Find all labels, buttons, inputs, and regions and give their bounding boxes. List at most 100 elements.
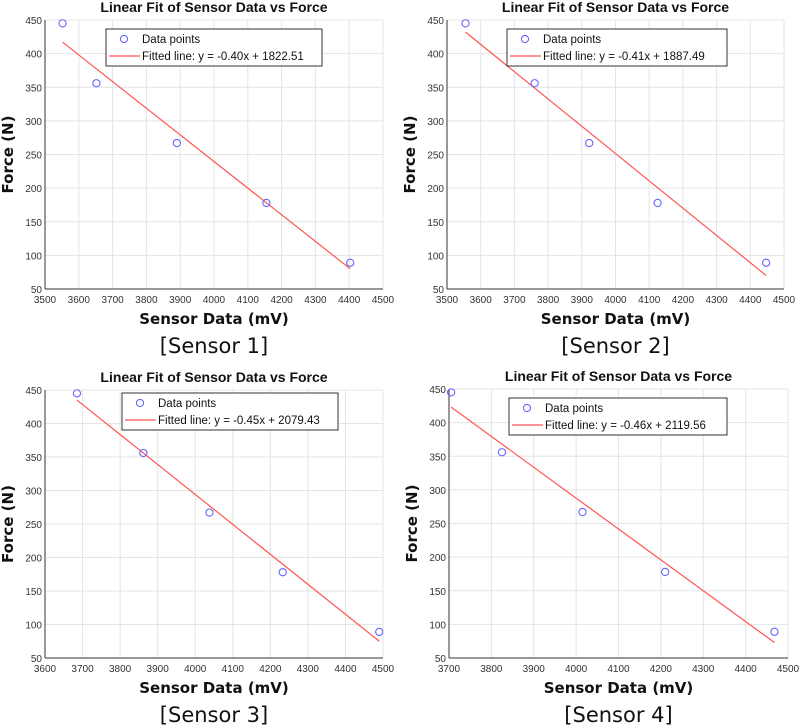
legend-label-fitted-line: Fitted line: y = -0.45x + 2079.43 bbox=[158, 415, 320, 427]
data-point bbox=[346, 258, 355, 267]
x-tick-label: 4200 bbox=[259, 664, 282, 675]
y-tick-label: 450 bbox=[25, 16, 42, 27]
legend-box bbox=[506, 28, 728, 67]
y-tick-label: 50 bbox=[31, 654, 43, 665]
y-tick-label: 100 bbox=[25, 621, 42, 632]
y-tick-label: 300 bbox=[429, 486, 446, 497]
x-tick-label: 4200 bbox=[672, 295, 695, 306]
x-tick-label: 4000 bbox=[184, 664, 207, 675]
legend-label-data-points: Data points bbox=[142, 34, 200, 46]
subplot-4: 3700 3800 3900 4000 4100 4200 4300 4400 4500 50 10… bbox=[403, 368, 800, 726]
y-tick-label: 250 bbox=[25, 151, 42, 162]
legend: Data points Fitted line: y = -0.41x + 188… bbox=[506, 28, 728, 67]
x-tick-label: 4100 bbox=[638, 295, 661, 306]
x-tick-label: 4200 bbox=[270, 295, 293, 306]
y-tick-label: 300 bbox=[25, 117, 42, 128]
sensor-caption: [Sensor 3] bbox=[160, 703, 268, 726]
data-point bbox=[530, 79, 539, 88]
data-point bbox=[446, 388, 456, 397]
y-tick-label: 100 bbox=[25, 251, 42, 262]
chart-title: Linear Fit of Sensor Data vs Force bbox=[100, 369, 327, 385]
data-point bbox=[205, 508, 214, 517]
legend-label-data-points: Data points bbox=[158, 398, 216, 410]
data-point bbox=[375, 627, 384, 637]
subplot-1: 3500 3600 3700 3800 3900 4000 4100 4200 4300 4400… bbox=[0, 0, 395, 358]
subplot-3: 3600 3700 3800 3900 4000 4100 4200 4300 4400 4500… bbox=[0, 369, 395, 726]
sensor-caption: [Sensor 1] bbox=[160, 334, 268, 358]
y-tick-label: 350 bbox=[427, 83, 444, 94]
y-axis-label: Force (N) bbox=[401, 116, 419, 194]
legend-box bbox=[508, 397, 728, 436]
data-point bbox=[660, 567, 670, 577]
y-tick-label: 250 bbox=[429, 520, 446, 531]
x-tick-label: 4300 bbox=[692, 664, 715, 675]
y-tick-label: 150 bbox=[429, 587, 446, 598]
legend-label-fitted-line: Fitted line: y = -0.40x + 1822.51 bbox=[142, 51, 304, 63]
y-tick-label: 400 bbox=[25, 50, 42, 61]
y-tick-label: 350 bbox=[25, 83, 42, 94]
x-tick-label: 4000 bbox=[203, 295, 226, 306]
x-tick-label: 3700 bbox=[438, 664, 461, 675]
legend-box bbox=[105, 28, 323, 67]
x-axis-label: Sensor Data (mV) bbox=[541, 310, 691, 328]
legend-box bbox=[121, 392, 339, 431]
x-tick-label: 4500 bbox=[372, 664, 395, 675]
x-tick-label: 3900 bbox=[571, 295, 594, 306]
x-tick-label: 4100 bbox=[237, 295, 260, 306]
x-tick-label: 3700 bbox=[101, 295, 124, 306]
x-tick-label: 3800 bbox=[109, 664, 132, 675]
data-point bbox=[92, 79, 101, 88]
x-tick-label: 4200 bbox=[650, 664, 673, 675]
sensor-caption: [Sensor 4] bbox=[564, 703, 672, 726]
legend-marker-icon bbox=[135, 398, 145, 408]
x-tick-label: 4400 bbox=[338, 295, 361, 306]
y-tick-label: 150 bbox=[25, 218, 42, 229]
x-tick-label: 3500 bbox=[436, 295, 459, 306]
x-tick-label: 4400 bbox=[739, 295, 762, 306]
legend-label-data-points: Data points bbox=[545, 403, 603, 415]
legend-label-fitted-line: Fitted line: y = -0.41x + 1887.49 bbox=[543, 51, 705, 63]
data-point bbox=[497, 448, 507, 457]
data-point bbox=[72, 389, 82, 398]
y-tick-label: 200 bbox=[427, 184, 444, 195]
x-tick-label: 4000 bbox=[604, 295, 627, 306]
y-tick-label: 50 bbox=[435, 654, 447, 665]
x-tick-label: 3600 bbox=[470, 295, 493, 306]
data-point bbox=[653, 198, 662, 208]
x-axis-label: Sensor Data (mV) bbox=[139, 679, 289, 697]
x-tick-label: 3700 bbox=[503, 295, 526, 306]
y-tick-label: 450 bbox=[427, 16, 444, 27]
y-tick-label: 400 bbox=[429, 419, 446, 430]
legend-label-data-points: Data points bbox=[543, 34, 601, 46]
y-tick-label: 300 bbox=[25, 487, 42, 498]
x-tick-label: 4100 bbox=[607, 664, 630, 675]
x-tick-label: 3600 bbox=[68, 295, 91, 306]
data-point bbox=[578, 507, 587, 517]
y-tick-label: 350 bbox=[429, 452, 446, 463]
x-tick-label: 3800 bbox=[480, 664, 503, 675]
legend-label-fitted-line: Fitted line: y = -0.46x + 2119.56 bbox=[545, 420, 706, 432]
data-point bbox=[139, 448, 148, 458]
fitted-line bbox=[76, 399, 380, 642]
y-tick-label: 150 bbox=[25, 587, 42, 598]
data-point bbox=[278, 568, 287, 577]
x-tick-label: 4100 bbox=[222, 664, 245, 675]
subplot-2: 3500 3600 3700 3800 3900 4000 4100 4200 4300 4400… bbox=[401, 0, 796, 358]
chart-title: Linear Fit of Sensor Data vs Force bbox=[100, 0, 327, 15]
data-point bbox=[585, 138, 594, 148]
y-axis-label: Force (N) bbox=[403, 485, 421, 563]
y-tick-label: 50 bbox=[31, 285, 43, 296]
y-tick-label: 350 bbox=[25, 453, 42, 464]
x-tick-label: 3700 bbox=[71, 664, 94, 675]
x-tick-label: 3500 bbox=[34, 295, 57, 306]
x-axis-label: Sensor Data (mV) bbox=[139, 310, 289, 328]
sensor-caption: [Sensor 2] bbox=[561, 334, 669, 358]
x-tick-label: 4300 bbox=[304, 295, 327, 306]
y-tick-label: 300 bbox=[427, 117, 444, 128]
x-tick-label: 4300 bbox=[705, 295, 728, 306]
data-point bbox=[770, 627, 779, 636]
y-axis-label: Force (N) bbox=[0, 116, 17, 194]
y-tick-label: 100 bbox=[427, 251, 444, 262]
x-tick-label: 3900 bbox=[147, 664, 170, 675]
